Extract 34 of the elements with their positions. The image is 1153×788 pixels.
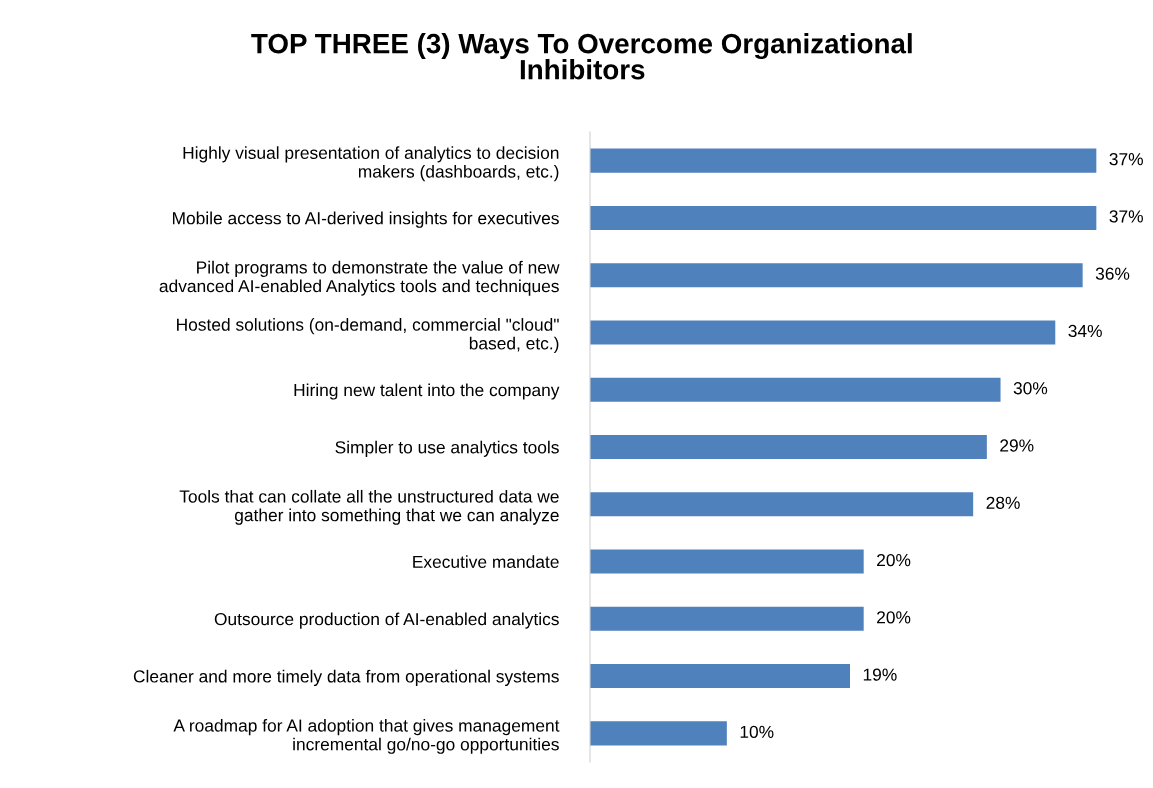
data-label: 37% bbox=[1109, 210, 1143, 223]
y-tick-label: Hosted solutions (on-demand, commercial "cloud" based, etc.) bbox=[177, 318, 559, 353]
data-label: 10% bbox=[740, 725, 774, 739]
y-tick-label: Outsource production of AI-enabled analytics bbox=[214, 612, 559, 629]
data-label: 20% bbox=[877, 553, 911, 567]
y-tick-label: Mobile access to AI-derived insights for executives bbox=[172, 211, 559, 228]
data-label: 36% bbox=[1095, 267, 1130, 280]
bar bbox=[590, 320, 1056, 345]
bar bbox=[590, 434, 987, 460]
y-tick-label: Simpler to use analytics tools bbox=[335, 440, 559, 457]
y-tick-label: Hiring new talent into the company bbox=[294, 383, 560, 400]
chart-title: TOP THREE (3) Ways To Overcome Organizational Inhibitors bbox=[251, 33, 912, 80]
y-tick-label: Tools that can collate all the unstructured data we gather into something that we can analyze bbox=[179, 489, 559, 525]
bar bbox=[590, 148, 1097, 173]
y-tick-label: A roadmap for AI adoption that gives management incremental go/no-go opportunities bbox=[173, 718, 560, 754]
data-label: 30% bbox=[1013, 382, 1048, 395]
data-label: 20% bbox=[877, 611, 911, 624]
y-tick-label: Executive mandate bbox=[413, 555, 559, 569]
bar bbox=[590, 205, 1097, 230]
data-label: 19% bbox=[863, 668, 897, 681]
y-tick-label: Pilot programs to demonstrate the value of new advanced AI-enabled Analytics tools and techniques bbox=[159, 260, 560, 296]
bar bbox=[590, 549, 864, 574]
bar bbox=[590, 606, 864, 631]
y-tick-label: Cleaner and more timely data from operational systems bbox=[133, 669, 559, 686]
data-label: 37% bbox=[1109, 153, 1143, 166]
bar bbox=[590, 377, 1001, 402]
bar bbox=[590, 721, 727, 746]
data-label: 28% bbox=[986, 496, 1020, 509]
bar bbox=[590, 664, 851, 689]
bar bbox=[590, 492, 974, 517]
data-label: 34% bbox=[1068, 324, 1102, 338]
y-tick-label: Highly visual presentation of analytics to decision makers (dashboards, etc.) bbox=[183, 146, 559, 182]
bar bbox=[590, 263, 1083, 288]
data-label: 29% bbox=[1000, 439, 1034, 452]
